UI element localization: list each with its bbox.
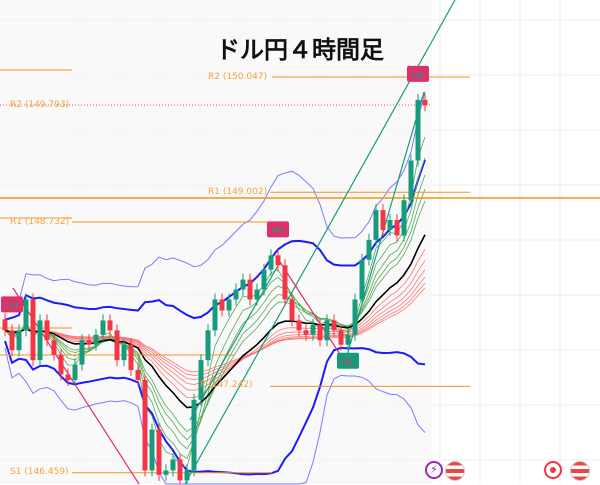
candle [296,320,302,331]
swing-marker [267,221,289,238]
candle [79,340,85,365]
candle [107,320,113,331]
candle [366,239,372,260]
candle [422,99,428,106]
candle [345,334,351,345]
level-label-r1-upper: R1 (149.002) [208,187,268,197]
candle [415,99,421,161]
us-flag-icon[interactable] [445,461,465,481]
level-label-p: P (147.242) [200,380,253,390]
candle [352,299,358,335]
candle [100,320,106,335]
candle [289,299,295,321]
candle [23,299,29,331]
candle [359,259,365,300]
candle [275,255,281,266]
swing-marker-label: HL [342,358,354,368]
candle [184,470,190,481]
candle [30,299,36,361]
bollinger-lower-outer [4,347,426,485]
candle [373,210,379,240]
bollinger-upper-outer [4,91,426,313]
candle [44,320,50,341]
candle [331,320,337,331]
candle [198,360,204,400]
chart-title: ドル円４時間足 [216,36,384,64]
candle [303,330,309,335]
candle [268,255,274,270]
plot-shade [0,0,432,484]
candle [16,330,22,351]
candle [338,330,344,345]
candle [408,160,414,201]
candle [233,289,239,300]
record-icon[interactable] [544,461,562,479]
candle [121,344,127,361]
us-flag-icon[interactable] [570,461,590,481]
candle [128,344,134,371]
candle [317,324,323,341]
swing-marker [407,65,429,82]
candle [58,354,64,375]
candle [401,200,407,236]
candle [142,379,148,471]
candle [72,364,78,380]
swing-marker-label: HH [411,71,425,81]
candle [170,459,176,471]
level-label-s1: S1 (146.459) [10,467,69,477]
candle [51,340,57,355]
swing-marker [1,296,23,313]
candle [380,210,386,230]
candle [282,265,288,300]
candle [387,220,393,230]
candle [65,374,71,380]
candle [177,459,183,481]
candle [310,324,316,335]
candle [226,299,232,311]
candle [149,429,155,471]
swing-marker-label: LH [6,301,18,311]
candle [191,399,197,471]
level-label-r2-upper: R2 (150.047) [208,72,268,82]
candle [163,470,169,475]
candle [261,269,267,290]
candle [156,429,162,475]
candle [212,299,218,331]
candle [324,320,330,341]
candle [135,370,141,380]
lightning-icon[interactable]: ⚡ [425,461,443,479]
candle [247,279,253,300]
candle [9,330,15,351]
candle [254,289,260,300]
level-label-r2: R2 (149.793) [10,100,70,110]
candle [219,299,225,311]
candle [37,320,43,361]
candle [86,340,92,345]
zigzag-line [279,261,346,363]
candle [240,279,246,290]
swing-marker-label: HH [271,226,285,236]
candle [93,334,99,345]
candle [114,330,120,361]
level-label-r1: R1 (148.732) [10,217,70,227]
candle [205,330,211,361]
candle [2,319,8,331]
swing-marker [337,352,359,369]
candle [394,220,400,236]
